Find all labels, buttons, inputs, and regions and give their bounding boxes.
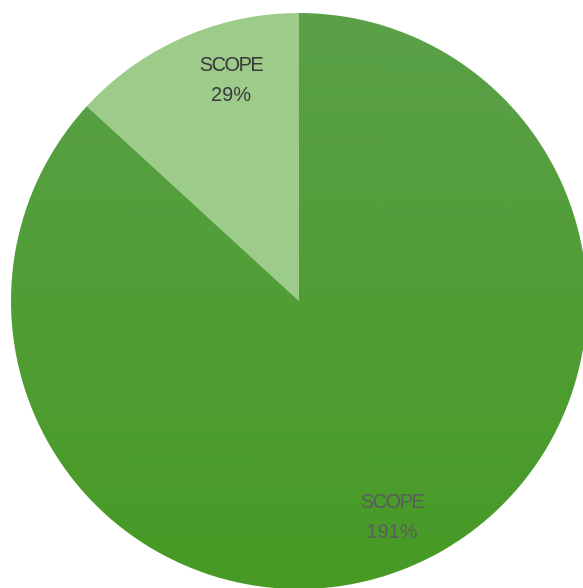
pie-slice-minor bbox=[86, 12, 300, 301]
pie-labels: SCOPE 191% SCOPE 29% bbox=[200, 54, 426, 543]
slice-label-minor: SCOPE bbox=[200, 54, 264, 76]
slice-value-minor: 29% bbox=[211, 84, 251, 106]
pie-slice-major bbox=[11, 13, 583, 588]
slice-value-major: 191% bbox=[366, 521, 417, 543]
pie-slices bbox=[11, 12, 583, 588]
slice-label-major: SCOPE bbox=[361, 491, 425, 513]
